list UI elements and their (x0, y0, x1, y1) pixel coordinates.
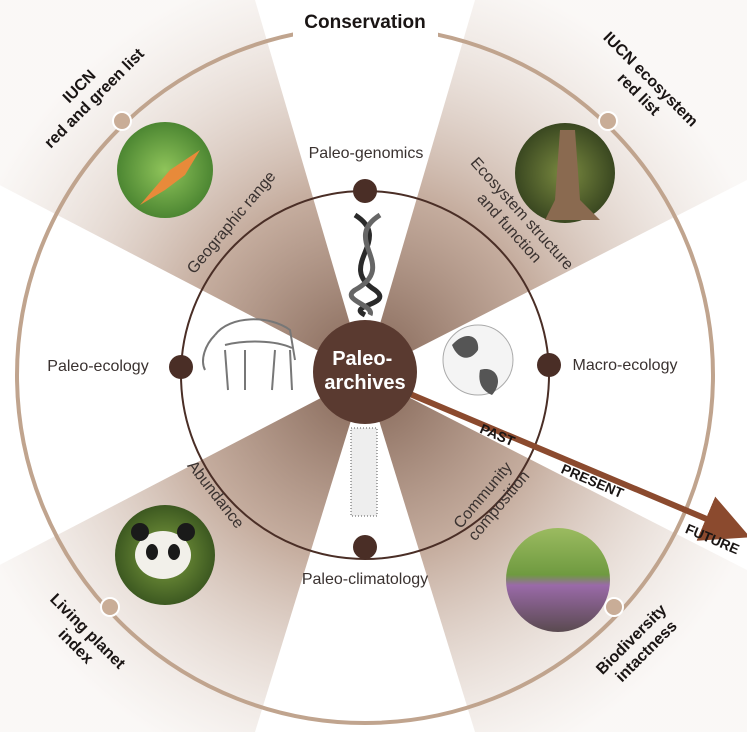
discipline-label: Paleo-ecology (47, 358, 148, 375)
discipline-label: Macro-ecology (573, 357, 678, 374)
panda-ear (177, 523, 195, 541)
mammoth-icon (202, 318, 296, 391)
center-label: Paleo- archives (324, 348, 405, 394)
inner-node (537, 353, 561, 377)
discipline-label: Paleo-climatology (302, 571, 428, 588)
dna-icon (348, 212, 383, 318)
ice-core-icon (350, 427, 378, 517)
photo-meadow (506, 528, 610, 632)
photo-ibis (117, 122, 213, 218)
outer-node (112, 111, 132, 131)
title: Conservation (304, 12, 425, 33)
panda-ear (131, 523, 149, 541)
inner-node (353, 179, 377, 203)
center-line: archives (324, 372, 405, 394)
globe-icon (442, 324, 514, 396)
outer-node (604, 597, 624, 617)
inner-node (353, 535, 377, 559)
panda-eye (168, 544, 180, 560)
title-backdrop (293, 8, 438, 38)
discipline-label: Paleo-genomics (309, 145, 424, 162)
outer-node (100, 597, 120, 617)
outer-node (598, 111, 618, 131)
center-circle (313, 320, 417, 424)
panda-face (135, 531, 191, 579)
tree-trunk (545, 130, 600, 220)
center-line: Paleo- (332, 348, 392, 370)
timeline-arrow (363, 372, 747, 541)
panda-eye (146, 544, 158, 560)
ibis-shape (140, 150, 200, 205)
inner-node (169, 355, 193, 379)
